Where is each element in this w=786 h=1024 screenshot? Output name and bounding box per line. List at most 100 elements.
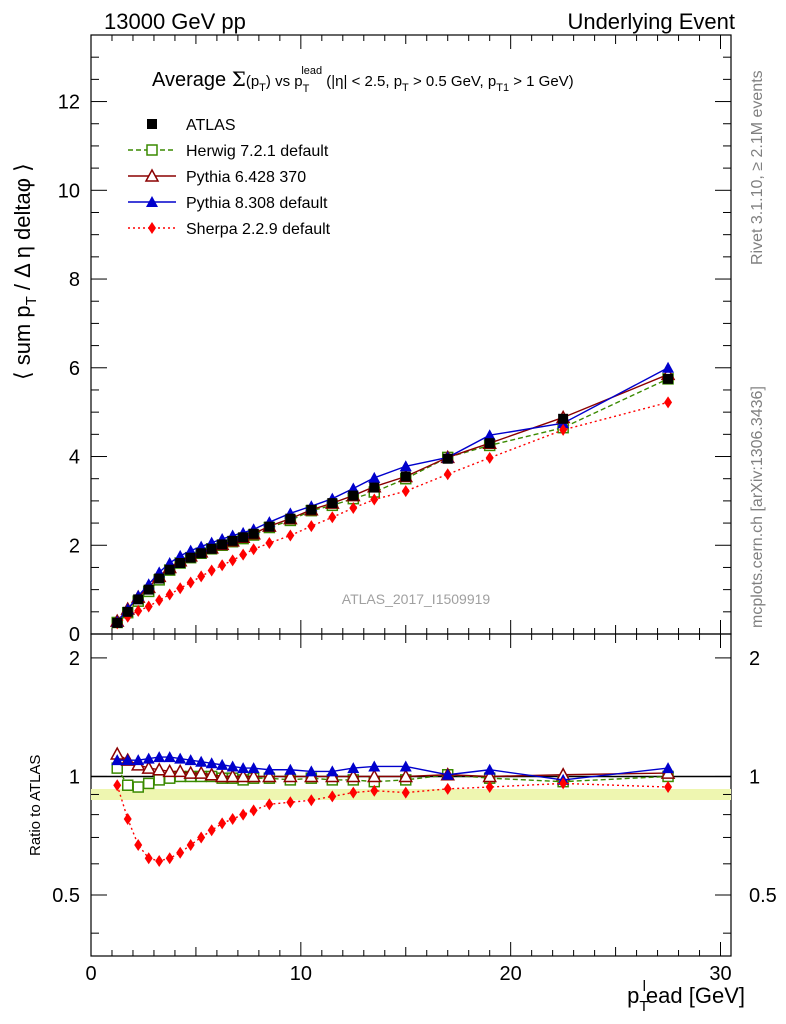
ratio-data-point [141,760,156,774]
rivet-label: Rivet 3.1.10, ≥ 2.1M events [749,70,766,265]
ratio-data-point [174,752,187,764]
ratio-data-point [326,765,339,777]
data-point [122,606,133,617]
ratio-data-point [235,768,251,783]
y-tick-label: 0 [69,624,80,646]
ratio-data-point [284,763,297,775]
data-point [218,559,227,572]
y-tick-label: 4 [69,447,80,469]
data-point [227,535,238,546]
ratio-data-point [226,760,239,772]
ratio-data-point [123,812,132,825]
data-point [368,471,381,483]
ratio-data-point [121,779,134,791]
data-point [265,537,274,550]
ratio-data-point [216,758,229,770]
ratio-data-point [247,762,260,774]
ratio-data-point [121,754,134,766]
data-point [134,604,143,617]
ratio-data-point [347,762,360,774]
data-point [401,485,410,498]
data-point [155,594,164,607]
ratio-data-point [218,817,227,830]
data-point [249,543,258,556]
ratio-data-point [443,782,452,795]
data-point [165,588,174,601]
ratio-data-point [142,752,155,764]
data-point [154,573,165,584]
ratio-data-point [305,765,318,777]
x-tick-label: 10 [290,963,312,985]
data-point [197,570,206,583]
series-line [116,367,669,623]
data-point [559,423,568,436]
data-point [185,552,196,563]
data-point [228,554,237,567]
legend-marker [147,119,157,129]
data-point [286,529,295,542]
ratio-data-point [155,854,164,867]
ratio-data-point [401,786,410,799]
ratio-uncertainty-band [91,789,731,800]
plot-title: Average Σ(pT) vs pTlead (|η| < 2.5, pT >… [152,65,574,95]
ratio-data-point [197,831,206,844]
y-tick-label: 10 [58,180,80,202]
ratio-data-point [246,768,261,783]
ratio-data-point [153,751,166,763]
ratio-data-point [207,824,216,837]
ratio-data-point [239,808,248,821]
ratio-data-point [172,763,188,778]
energy-label: 13000 GeV pp [104,9,246,34]
data-point [143,584,154,595]
ratio-data-point [204,767,219,781]
ratio-data-point [483,763,496,775]
legend-label: ATLAS [186,117,236,134]
ratio-data-point [132,754,145,766]
ratio-data-point [664,781,673,794]
ratio-y-tick-label: 2 [69,648,80,670]
data-point [176,582,185,595]
data-point [662,361,675,373]
y-tick-label: 6 [69,358,80,380]
analysis-watermark: ATLAS_2017_I1509919 [342,591,491,607]
legend-marker [146,196,158,207]
data-point [307,520,316,533]
ratio-data-point [283,768,298,783]
ratio-data-point [559,777,568,790]
ratio-data-point [370,784,379,797]
data-point [483,429,496,441]
legend: ATLAS Herwig 7.2.1 default Pythia 6.428 37… [128,117,331,238]
ratio-data-point [367,768,382,783]
y-axis-label: ⟨ sum pT / Δ η deltaφ ⟩ [10,163,40,380]
ratio-y-axis-label: Ratio to ATLAS [27,755,44,856]
data-point [369,482,380,493]
data-point [175,558,186,569]
x-tick-label: 20 [500,963,522,985]
data-point [327,498,338,509]
ratio-data-point [134,838,143,851]
ratio-data-point [225,768,240,783]
ratio-data-point [237,762,250,774]
x-tick-label: 30 [709,963,731,985]
ratio-data-point [113,779,122,792]
y-tick-label: 8 [69,269,80,291]
ratio-data-point [398,768,414,783]
ratio-data-point [214,768,230,783]
data-point [485,451,494,464]
ratio-y-tick-label: 2 [749,648,760,670]
data-point [400,471,411,482]
ratio-data-point [368,760,381,772]
ratio-data-point [193,765,209,779]
data-point [144,600,153,613]
legend-marker [146,144,158,156]
legend-marker [148,222,156,234]
ratio-data-point [346,768,361,783]
ratio-data-point [249,804,258,817]
ratio-data-point [263,763,276,775]
ratio-data-point [111,754,124,766]
data-point [217,539,228,550]
ratio-data-point [183,765,198,779]
ratio-data-point [399,760,412,772]
data-point [264,521,275,532]
